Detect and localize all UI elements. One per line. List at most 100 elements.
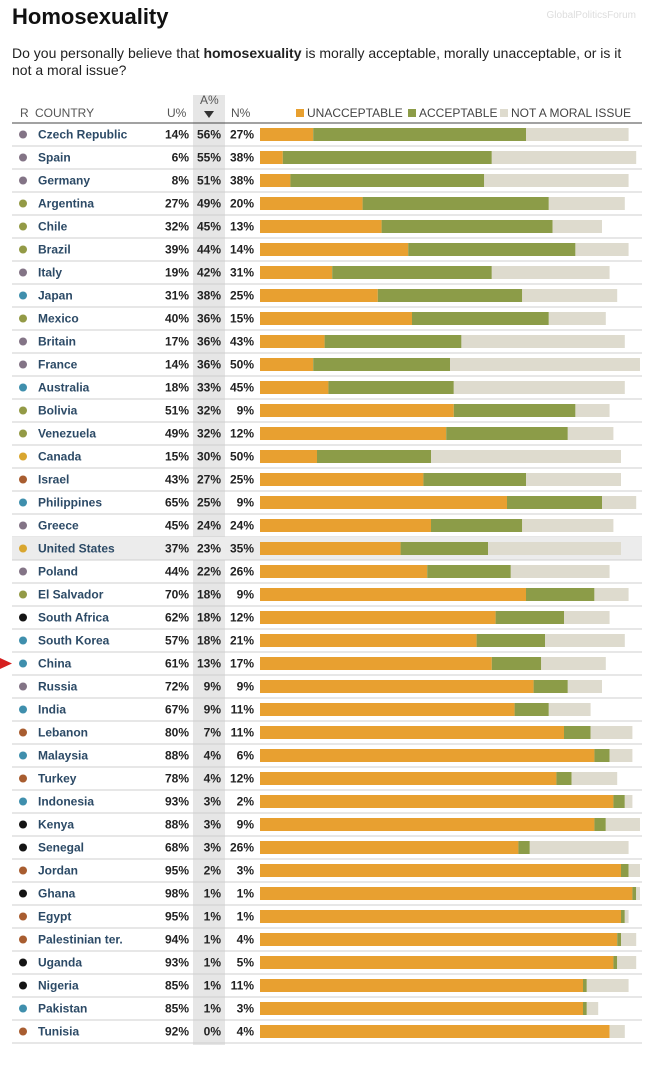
survey-question: Do you personally believe that homosexua… xyxy=(12,45,644,79)
sort-descending-icon[interactable] xyxy=(204,111,214,118)
bar-acceptable xyxy=(328,381,454,394)
table-row[interactable]: Jordan 95% 2% 3% xyxy=(12,864,642,883)
table-row[interactable]: Indonesia 93% 3% 2% xyxy=(12,795,642,814)
unacceptable-value: 88% xyxy=(165,749,189,763)
region-dot-icon xyxy=(19,682,27,691)
unacceptable-value: 18% xyxy=(165,381,189,395)
table-row[interactable]: Spain 6% 55% 38% xyxy=(12,151,642,170)
header-no-moral[interactable]: N% xyxy=(231,106,251,120)
no-moral-value: 2% xyxy=(237,795,255,809)
question-text-before: Do you personally believe that xyxy=(12,45,204,61)
no-moral-value: 13% xyxy=(230,220,254,234)
bar-acceptable xyxy=(427,565,511,578)
table-row[interactable]: Australia 18% 33% 45% xyxy=(12,381,642,400)
bar-acceptable xyxy=(282,151,492,164)
bar-acceptable xyxy=(412,312,549,325)
no-moral-value: 11% xyxy=(231,979,255,993)
bar-acceptable xyxy=(564,726,591,739)
table-row[interactable]: Egypt 95% 1% 1% xyxy=(12,910,642,929)
header-rank[interactable]: R xyxy=(20,106,29,120)
country-name: El Salvador xyxy=(38,588,104,602)
bar-not-moral xyxy=(602,496,637,509)
bar-acceptable xyxy=(313,358,450,371)
table-row[interactable]: United States 37% 23% 35% xyxy=(12,537,642,561)
table-row[interactable]: Tunisia 92% 0% 4% xyxy=(12,1025,642,1044)
acceptable-value: 4% xyxy=(204,772,222,786)
header-acceptable[interactable]: A% xyxy=(200,93,219,107)
table-row[interactable]: El Salvador 70% 18% 9% xyxy=(12,588,642,607)
bar-acceptable xyxy=(507,496,602,509)
bar-unacceptable xyxy=(260,979,583,992)
acceptable-value: 1% xyxy=(204,910,222,924)
table-row[interactable]: Malaysia 88% 4% 6% xyxy=(12,749,642,768)
table-row[interactable]: Turkey 78% 4% 12% xyxy=(12,772,642,791)
bar-acceptable xyxy=(594,749,610,762)
table-row[interactable]: India 67% 9% 11% xyxy=(12,703,642,722)
table-row[interactable]: Nigeria 85% 1% 11% xyxy=(12,979,642,998)
bar-not-moral xyxy=(628,864,640,877)
table-row[interactable]: Poland 44% 22% 26% xyxy=(12,565,642,584)
acceptable-value: 36% xyxy=(197,335,221,349)
table-row[interactable]: Bolivia 51% 32% 9% xyxy=(12,404,642,423)
country-name: Spain xyxy=(38,151,71,165)
acceptable-value: 18% xyxy=(197,611,221,625)
acceptable-value: 1% xyxy=(204,956,222,970)
unacceptable-value: 37% xyxy=(165,542,189,556)
table-row[interactable]: Lebanon 80% 7% 11% xyxy=(12,726,642,745)
no-moral-value: 20% xyxy=(230,197,254,211)
no-moral-value: 24% xyxy=(230,519,254,533)
table-row[interactable]: Pakistan 85% 1% 3% xyxy=(12,1002,642,1021)
country-name: France xyxy=(38,358,78,372)
table-row[interactable]: Kenya 88% 3% 9% xyxy=(12,818,642,837)
table-row[interactable]: Russia 72% 9% 9% xyxy=(12,680,642,699)
table-row[interactable]: Palestinian ter. 94% 1% 4% xyxy=(12,933,642,952)
bar-acceptable xyxy=(583,1002,587,1015)
country-name: Tunisia xyxy=(38,1025,79,1039)
acceptable-value: 3% xyxy=(204,818,222,832)
unacceptable-value: 19% xyxy=(165,266,189,280)
bar-not-moral xyxy=(491,151,637,164)
bar-unacceptable xyxy=(260,151,283,164)
table-row[interactable]: South Korea 57% 18% 21% xyxy=(12,634,642,653)
legend-not-moral-swatch xyxy=(500,109,508,117)
table-row[interactable]: Canada 15% 30% 50% xyxy=(12,450,642,469)
legend-not-moral: NOT A MORAL ISSUE xyxy=(511,106,631,120)
table-row[interactable]: Venezuela 49% 32% 12% xyxy=(12,427,642,446)
no-moral-value: 26% xyxy=(230,565,254,579)
table-row[interactable]: Philippines 65% 25% 9% xyxy=(12,496,642,515)
table-row[interactable]: Germany 8% 51% 38% xyxy=(12,174,642,193)
unacceptable-value: 70% xyxy=(165,588,189,602)
table-row[interactable]: Mexico 40% 36% 15% xyxy=(12,312,642,331)
region-dot-icon xyxy=(19,912,27,921)
table-row[interactable]: Italy 19% 42% 31% xyxy=(12,266,642,285)
unacceptable-value: 62% xyxy=(165,611,189,625)
header-unacceptable[interactable]: U% xyxy=(167,106,187,120)
country-name: Uganda xyxy=(38,956,82,970)
table-row[interactable]: Greece 45% 24% 24% xyxy=(12,519,642,538)
table-row[interactable]: Uganda 93% 1% 5% xyxy=(12,956,642,975)
acceptable-value: 32% xyxy=(197,404,221,418)
table-row[interactable]: Senegal 68% 3% 26% xyxy=(12,841,642,860)
question-text-after: is morally acceptable, morally unaccepta… xyxy=(12,45,622,78)
table-row[interactable]: Chile 32% 45% 13% xyxy=(12,220,642,239)
table-row[interactable]: Argentina 27% 49% 20% xyxy=(12,197,642,216)
table-row[interactable]: Britain 17% 36% 43% xyxy=(12,335,642,354)
table-row[interactable]: Czech Republic 14% 56% 27% xyxy=(12,128,642,147)
unacceptable-value: 17% xyxy=(165,335,189,349)
region-dot-icon xyxy=(19,613,27,622)
table-row[interactable]: China 61% 13% 17% xyxy=(12,657,642,676)
no-moral-value: 5% xyxy=(237,956,255,970)
table-row[interactable]: Brazil 39% 44% 14% xyxy=(12,243,642,262)
bar-not-moral xyxy=(594,588,629,601)
table-row[interactable]: South Africa 62% 18% 12% xyxy=(12,611,642,630)
header-country[interactable]: COUNTRY xyxy=(35,106,94,120)
region-dot-icon xyxy=(19,475,27,484)
table-row[interactable]: France 14% 36% 50% xyxy=(12,358,642,377)
country-name: Palestinian ter. xyxy=(38,933,123,947)
table-row[interactable]: Japan 31% 38% 25% xyxy=(12,289,642,308)
table-row[interactable]: Ghana 98% 1% 1% xyxy=(12,887,642,906)
bar-unacceptable xyxy=(260,726,564,739)
acceptable-value: 3% xyxy=(204,795,222,809)
bar-acceptable xyxy=(526,588,595,601)
table-row[interactable]: Israel 43% 27% 25% xyxy=(12,473,642,492)
